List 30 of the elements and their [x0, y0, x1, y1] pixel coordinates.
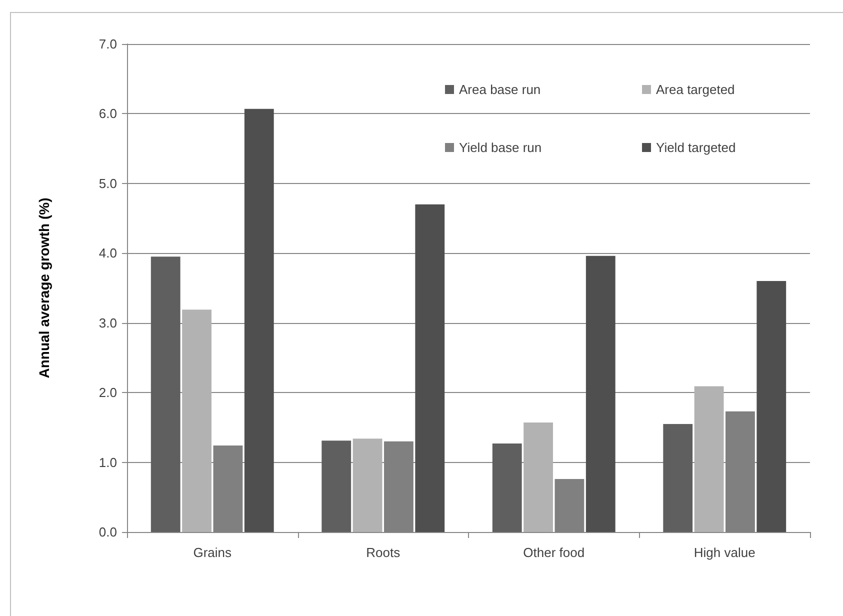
y-tick-label: 7.0: [98, 36, 117, 52]
y-tick-label: 2.0: [98, 385, 117, 400]
bar: [524, 422, 553, 532]
y-tick-label: 5.0: [98, 176, 117, 191]
legend-label: Yield base run: [459, 140, 542, 155]
y-tick-label: 3.0: [98, 315, 117, 330]
bar: [756, 281, 786, 532]
bar: [244, 108, 274, 532]
x-tick-label: Other food: [523, 545, 585, 560]
x-tick-label: Roots: [366, 545, 401, 560]
bar: [182, 310, 212, 532]
bar: [492, 443, 522, 532]
legend-label: Yield targeted: [656, 140, 736, 155]
x-tick-label: High value: [694, 545, 756, 560]
bar: [554, 479, 584, 532]
bar: [352, 438, 382, 532]
x-tick-label: Grains: [193, 545, 232, 560]
y-axis-title: Annual average growth (%): [36, 198, 52, 378]
bar: [663, 424, 693, 532]
bar: [150, 256, 180, 532]
y-tick-label: 6.0: [98, 106, 117, 122]
bar: [694, 386, 724, 532]
bar: [586, 256, 616, 532]
y-tick-label: 4.0: [98, 246, 117, 261]
legend-label: Area targeted: [656, 82, 735, 97]
bar: [415, 204, 445, 532]
y-tick-label: 0.0: [98, 524, 117, 540]
legend-label: Area base run: [459, 82, 541, 97]
bar: [322, 440, 352, 532]
y-tick-label: 1.0: [98, 454, 117, 470]
